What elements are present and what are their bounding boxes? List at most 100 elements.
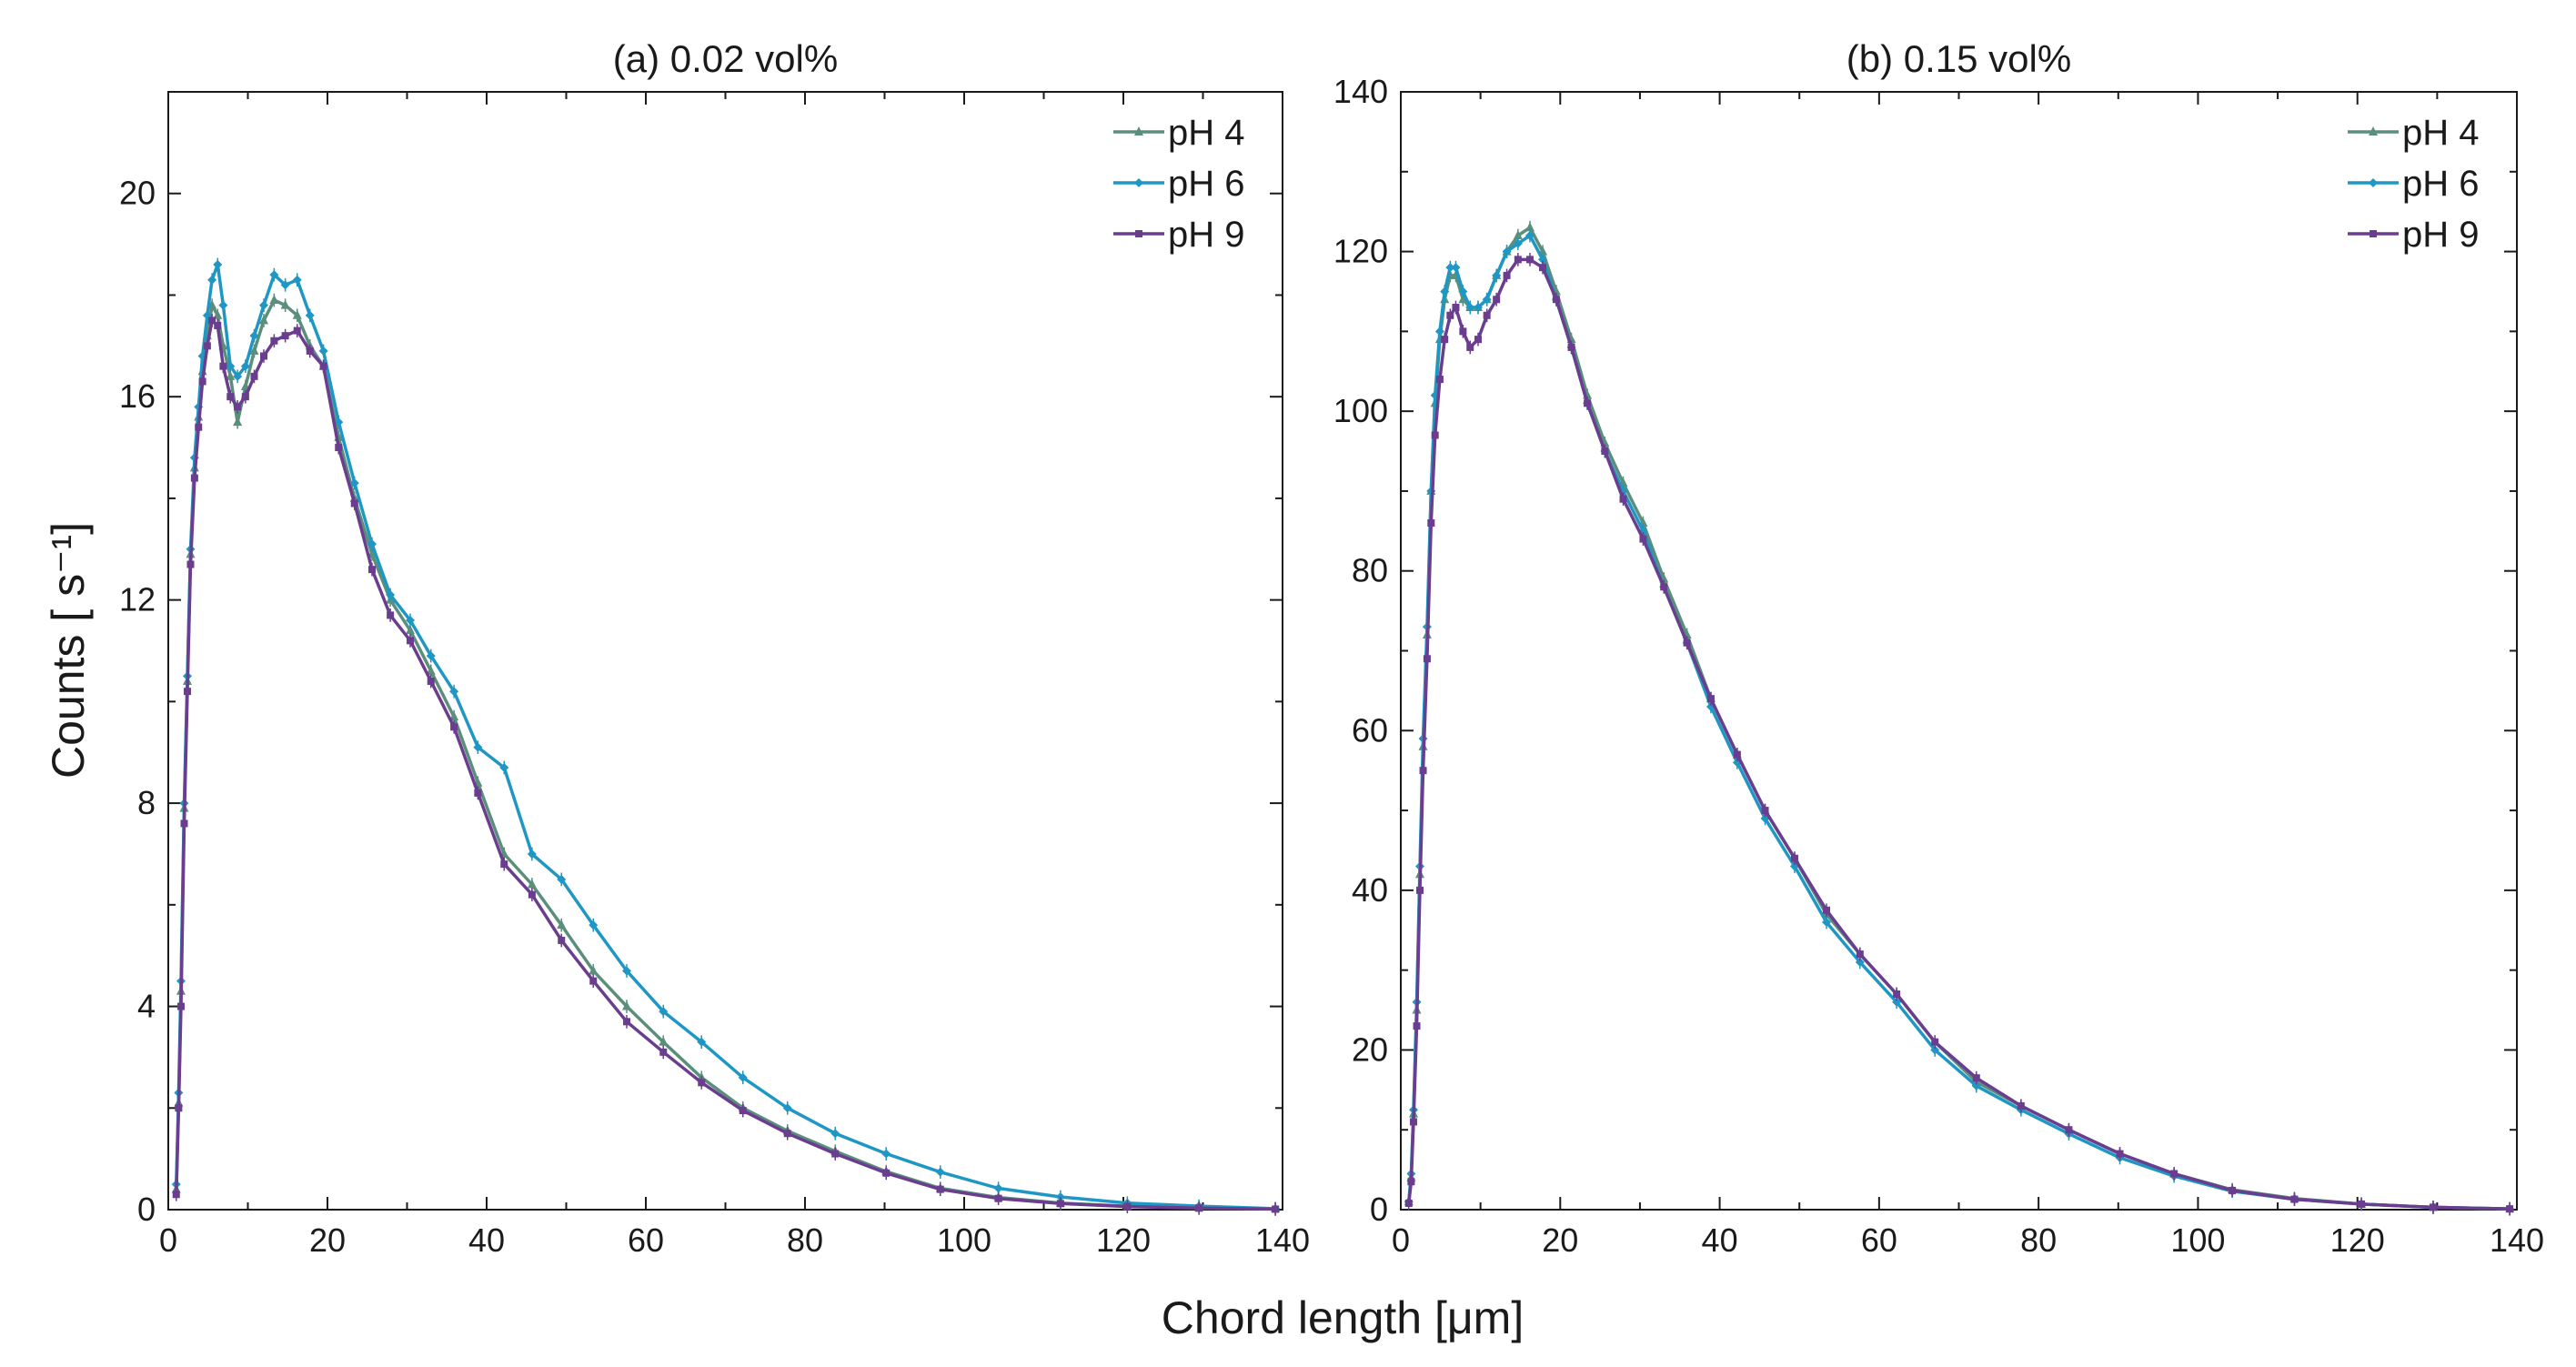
y-tick-label: 0 [1370,1191,1388,1228]
plot-frame [167,91,1283,1211]
x-tick-label: 20 [309,1221,346,1259]
data-point [589,965,599,975]
data-point [1404,1199,1413,1207]
data-point [935,1167,945,1177]
data-point [349,478,359,488]
data-point [659,1048,668,1056]
data-point [993,1183,1003,1193]
x-tick-label: 40 [1702,1221,1738,1259]
data-point [1427,519,1435,528]
data-point [226,370,236,380]
data-point [528,890,536,899]
data-point [1423,655,1431,663]
data-point [208,317,216,325]
data-point [172,1191,180,1199]
data-point [1513,230,1523,240]
x-tick-label: 80 [787,1221,823,1259]
data-point [195,423,203,431]
x-tick-label: 0 [1392,1221,1410,1259]
y-tick-label: 40 [1352,871,1388,909]
x-tick-label: 120 [2330,1221,2385,1259]
data-point [1524,231,1535,241]
chart-panel-a: (a) 0.02 vol% 0 20 40 60 80 100 120 140 0 4 8 12 16 20… [119,37,1310,1259]
data-point [240,361,250,371]
data-point [622,1000,631,1010]
data-point [406,615,415,625]
data-point [426,651,436,661]
data-point [1416,886,1424,894]
data-point [177,1002,185,1010]
data-point [1971,1081,1981,1091]
data-point [368,566,376,574]
data-point [881,1149,891,1159]
data-point [292,275,302,285]
legend-marker [1134,178,1143,187]
series-ph-4 [171,293,1281,1216]
data-point [305,310,315,320]
y-tick-label: 80 [1352,552,1388,589]
data-point [1539,264,1547,272]
data-point [1660,583,1668,591]
data-point [1446,311,1454,319]
data-point [2290,1195,2299,1203]
legend: pH 4 pH 6 pH 9 [2348,113,2480,255]
data-point [1195,1204,1203,1212]
data-point [1458,294,1468,304]
data-point [1639,535,1647,543]
legend-label: pH 6 [1168,164,1245,204]
series-ph-4 [1404,220,2515,1216]
data-point [386,590,396,600]
data-point [1434,327,1444,337]
data-point [2506,1205,2514,1213]
legend-label: pH 6 [2402,164,2480,204]
y-tick-label: 100 [1333,392,1388,429]
data-point [1482,295,1492,305]
data-point [269,270,279,280]
data-point [1431,431,1439,439]
data-point [738,1072,748,1082]
series-ph-9 [1404,252,2514,1216]
legend-marker [2369,178,2378,187]
data-point [1513,238,1523,248]
data-point [226,361,236,371]
panel-title: (b) 0.15 vol% [1846,37,2071,80]
data-point [623,1018,630,1026]
data-point [1440,286,1450,297]
data-point [281,332,289,340]
data-point [450,723,458,731]
data-point [427,678,435,686]
data-point [499,762,509,772]
data-point [367,539,377,549]
x-axis-label: Chord length [μm] [1162,1292,1524,1343]
legend: pH 4 pH 6 pH 9 [1113,113,1245,255]
y-tick-label: 4 [137,988,156,1025]
data-point [1493,296,1501,304]
data-point [1123,1202,1132,1211]
data-point [270,337,278,345]
data-point [226,393,235,401]
series-ph-6 [171,257,1281,1216]
data-point [1483,311,1491,319]
data-point [350,499,358,508]
legend-marker [1135,230,1142,237]
data-point [1855,957,1865,967]
data-point [1458,286,1468,297]
data-point [1435,376,1444,384]
data-point [406,625,415,635]
data-point [622,966,631,976]
data-point [203,342,211,350]
legend-label: pH 4 [1168,113,1245,153]
data-point [831,1150,840,1158]
series-line [175,318,1276,1211]
data-point [1459,327,1467,336]
x-tick-label: 60 [1861,1221,1897,1259]
data-point [1419,767,1427,775]
x-tick-label: 20 [1542,1221,1578,1259]
y-tick-label: 20 [1352,1030,1388,1068]
series-ph-9 [172,314,1280,1216]
data-point [1272,1205,1280,1213]
x-tick-label: 100 [2170,1221,2225,1259]
data-point [233,371,243,381]
data-point [1601,447,1609,456]
